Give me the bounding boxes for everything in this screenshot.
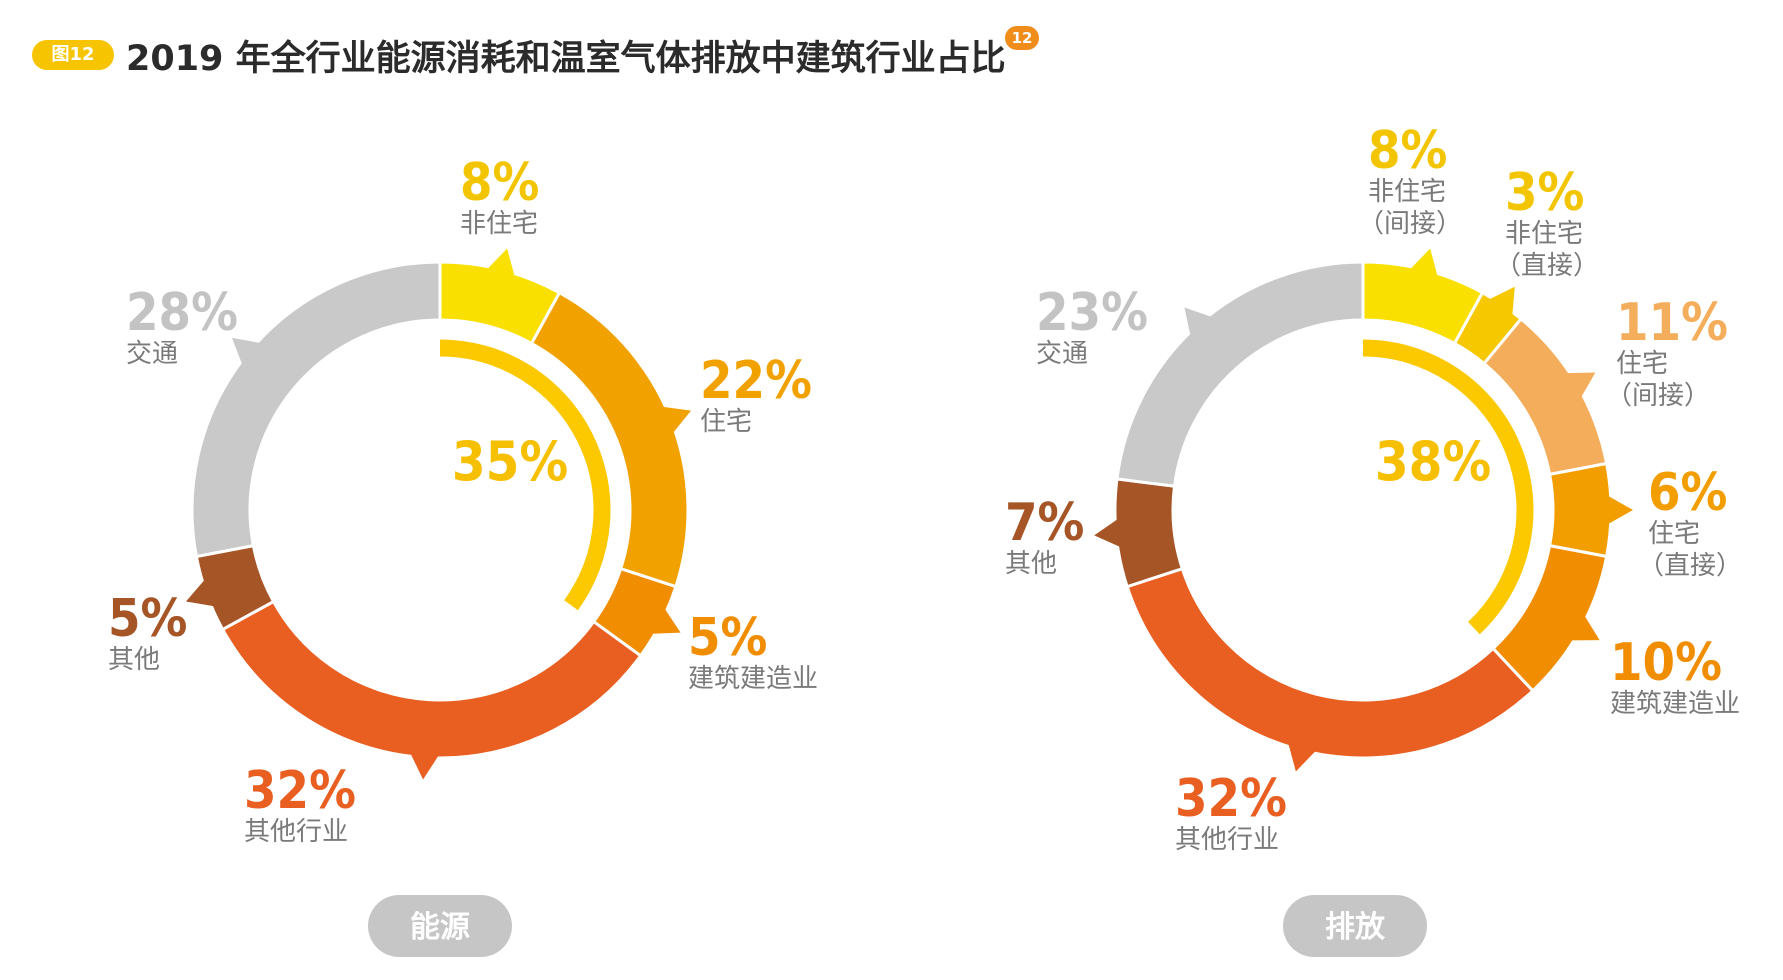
slice-name-label: 住宅 — [700, 407, 752, 437]
chart-tab-pill — [368, 895, 512, 957]
building-share-arc — [439, 339, 611, 611]
slice-percent-label: 8% — [460, 153, 539, 213]
slice-name-label: 非住宅 — [1505, 219, 1583, 249]
slice-percent-label: 5% — [688, 608, 767, 668]
slice-name-label: 其他 — [1005, 549, 1057, 579]
segment-pointer — [1571, 616, 1600, 641]
slice-name-label: 交通 — [1036, 339, 1088, 369]
segment-pointer — [1094, 519, 1120, 547]
donut-排放: 38%8%非住宅（间接）3%非住宅（直接）11%住宅（间接）6%住宅（直接）10… — [1005, 121, 1742, 957]
donut-segment — [1113, 477, 1185, 589]
segment-pointer — [1184, 307, 1211, 335]
building-share-arc — [1362, 339, 1534, 635]
segment-pointer — [663, 406, 692, 433]
segment-pointer — [1288, 744, 1316, 772]
slice-percent-label: 23% — [1036, 283, 1148, 343]
slice-name-label: （间接） — [1606, 381, 1710, 411]
slice-name-label: 住宅 — [1616, 349, 1668, 379]
segment-pointer — [1608, 496, 1633, 524]
donut-segment — [1125, 566, 1535, 760]
slice-name-label: 其他行业 — [244, 817, 348, 847]
segment-pointer — [652, 609, 681, 634]
segment-pointer — [410, 754, 439, 780]
segment-pointer — [185, 580, 214, 607]
center-value: 35% — [452, 430, 568, 493]
slice-name-label: 非住宅 — [1368, 177, 1446, 207]
center-value: 38% — [1375, 430, 1491, 493]
donut-segment — [1481, 316, 1609, 477]
chart-tab-pill — [1283, 895, 1427, 957]
slice-name-label: 其他行业 — [1175, 825, 1279, 855]
slice-name-label: （间接） — [1358, 209, 1462, 239]
donut-segment — [190, 260, 442, 559]
slice-name-label: （直接） — [1495, 251, 1599, 281]
donut-segment — [1115, 260, 1365, 488]
chart-tab-label: 能源 — [410, 910, 470, 945]
slice-percent-label: 28% — [126, 283, 238, 343]
slice-percent-label: 7% — [1005, 493, 1084, 553]
slice-name-label: 交通 — [126, 339, 178, 369]
figure-badge: 图12 — [32, 40, 114, 70]
slice-percent-label: 6% — [1648, 463, 1727, 523]
slice-percent-label: 11% — [1616, 293, 1728, 353]
slice-name-label: 住宅 — [1648, 519, 1700, 549]
slice-name-label: 建筑建造业 — [1610, 689, 1740, 719]
donut-segment — [220, 599, 643, 760]
donut-segment — [1547, 461, 1613, 559]
slice-percent-label: 5% — [108, 589, 187, 649]
footnote-marker: 12 — [1005, 26, 1039, 50]
slice-name-label: 其他 — [108, 645, 160, 675]
segment-pointer — [1489, 286, 1515, 315]
slice-percent-label: 22% — [700, 351, 812, 411]
segment-pointer — [1410, 248, 1438, 276]
slice-percent-label: 32% — [244, 761, 356, 821]
segment-pointer — [231, 337, 260, 365]
slice-name-label: 建筑建造业 — [688, 664, 818, 694]
slice-percent-label: 8% — [1368, 121, 1447, 181]
segment-pointer — [1567, 372, 1596, 397]
chart-title: 2019 年全行业能源消耗和温室气体排放中建筑行业占比 — [126, 39, 1006, 79]
slice-percent-label: 3% — [1505, 163, 1584, 223]
slice-name-label: 非住宅 — [460, 209, 538, 239]
segment-pointer — [487, 248, 515, 276]
chart-tab-label: 排放 — [1325, 910, 1386, 945]
slice-percent-label: 10% — [1610, 633, 1722, 693]
slice-percent-label: 32% — [1175, 769, 1287, 829]
slice-name-label: （直接） — [1638, 551, 1742, 581]
